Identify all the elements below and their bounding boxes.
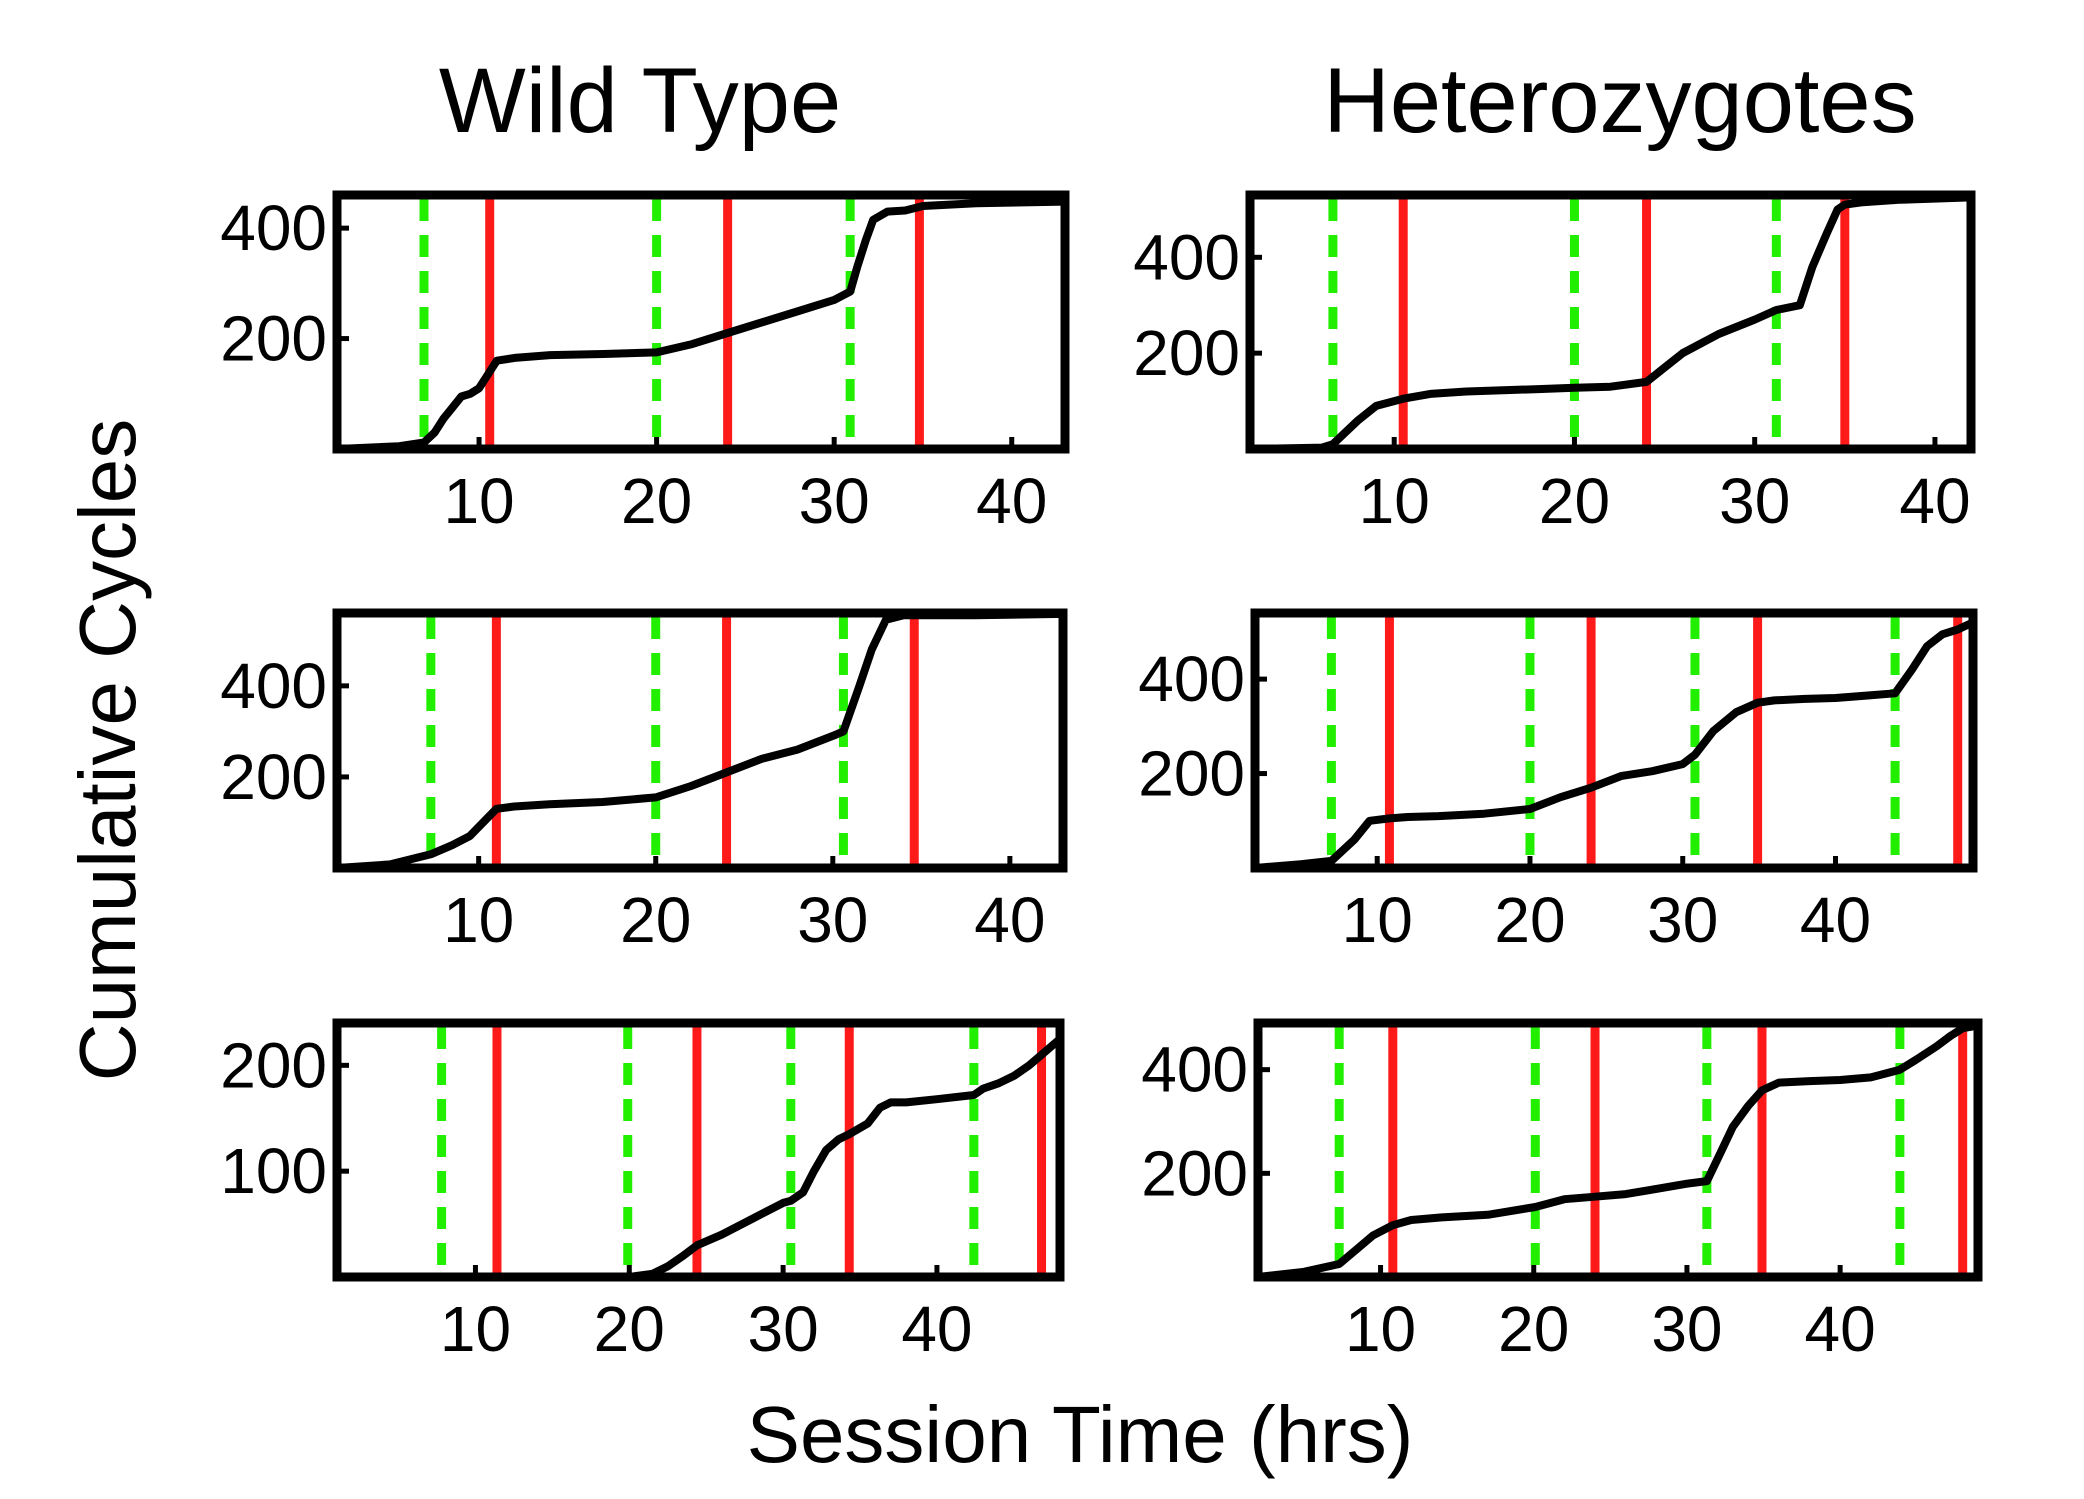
x-tick-label: 20: [1498, 1293, 1569, 1365]
y-tick-label: 400: [1138, 643, 1245, 715]
x-tick-label: 20: [621, 465, 692, 537]
cumulative-cycles-line: [1246, 193, 1975, 453]
x-tick-label: 10: [440, 1293, 511, 1365]
y-tick-label: 200: [220, 741, 327, 813]
plot-frame: [1250, 608, 1978, 873]
cumulative-cycles-line: [333, 197, 1069, 453]
x-tick-label: 30: [1651, 1293, 1722, 1365]
heterozygotes-column-title: Heterozygotes: [1323, 50, 1916, 152]
x-tick-label: 40: [901, 1293, 972, 1365]
y-tick-label: 200: [1133, 317, 1240, 389]
plot-frame: [1253, 1018, 1983, 1282]
x-tick-label: 20: [1539, 465, 1610, 537]
y-tick-label: 400: [220, 650, 327, 722]
y-tick-label: 200: [220, 303, 327, 375]
x-tick-label: 10: [443, 465, 514, 537]
x-tick-label: 30: [797, 884, 868, 956]
y-tick-label: 200: [1138, 738, 1245, 810]
x-tick-label: 20: [594, 1293, 665, 1365]
plot-frame: [332, 608, 1068, 873]
x-tick-label: 20: [620, 884, 691, 956]
x-tick-label: 40: [976, 465, 1047, 537]
cumulative-cycles-line: [333, 609, 1067, 872]
wild-type-column-title: Wild Type: [439, 50, 841, 152]
panels-group: 10 20 30 40 200 400 10 20 30 40 200 400 10 20 30 40 200 4…: [220, 190, 1983, 1365]
y-tick-label: 200: [1141, 1137, 1248, 1209]
y-tick-label: 400: [1141, 1034, 1248, 1106]
x-tick-label: 30: [748, 1293, 819, 1365]
y-tick-label: 200: [220, 1029, 327, 1101]
x-tick-label: 10: [1345, 1293, 1416, 1365]
panel-het-1: 10 20 30 40 200 400: [1133, 190, 1976, 537]
plot-frame: [1245, 190, 1976, 454]
cumulative-cycles-line: [1251, 618, 1977, 872]
plot-frame: [332, 190, 1070, 454]
y-tick-label: 400: [220, 192, 327, 264]
y-axis-label: Cumulative Cycles: [63, 419, 152, 1081]
x-tick-label: 30: [799, 465, 870, 537]
x-tick-label: 30: [1647, 884, 1718, 956]
y-tick-label: 100: [220, 1135, 327, 1207]
panel-wt-1: 10 20 30 40 200 400: [220, 190, 1070, 537]
x-tick-label: 10: [443, 884, 514, 956]
panel-wt-3: 10 20 30 40 100 200: [220, 1018, 1065, 1365]
x-tick-label: 40: [1899, 465, 1970, 537]
cumulative-cycles-line: [1254, 1021, 1982, 1281]
x-axis-label: Session Time (hrs): [747, 1390, 1414, 1479]
x-tick-label: 10: [1342, 884, 1413, 956]
panel-het-3: 10 20 30 40 200 400: [1141, 1018, 1983, 1365]
panel-het-2: 10 20 30 40 200 400: [1138, 608, 1978, 956]
x-tick-label: 40: [974, 884, 1045, 956]
y-tick-label: 400: [1133, 221, 1240, 293]
plot-frame: [332, 1018, 1065, 1282]
x-tick-label: 10: [1359, 465, 1430, 537]
x-tick-label: 20: [1494, 884, 1565, 956]
panel-wt-2: 10 20 30 40 200 400: [220, 608, 1068, 956]
x-tick-label: 40: [1805, 1293, 1876, 1365]
x-tick-label: 40: [1800, 884, 1871, 956]
cumulative-cycles-line: [333, 1034, 1064, 1281]
x-tick-label: 30: [1719, 465, 1790, 537]
